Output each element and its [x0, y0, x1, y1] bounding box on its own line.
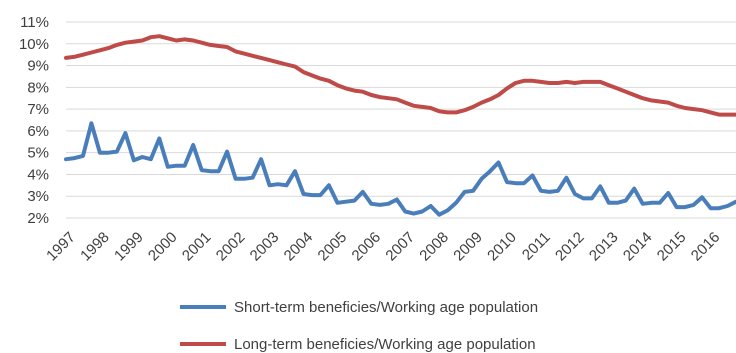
y-tick-label: 8%	[27, 79, 49, 96]
x-tick-label: 1999	[111, 229, 147, 265]
x-tick-label: 2003	[247, 229, 283, 265]
series-line-short-term	[64, 121, 736, 217]
y-tick-label: 11%	[20, 14, 49, 31]
x-tick-label: 2016	[688, 229, 724, 265]
y-tick-label: 3%	[27, 188, 49, 205]
y-tick-label: 9%	[27, 58, 49, 75]
gridlines	[66, 21, 736, 219]
y-tick-label: 10%	[19, 36, 49, 53]
y-tick-label: 5%	[27, 145, 49, 162]
x-axis-ticks: 1997199819992000200120022003200420052006…	[43, 229, 723, 265]
y-axis-ticks: 11% 10% 9% 8% 7% 6% 5% 4% 3% 2%	[19, 14, 49, 227]
x-tick-label: 2004	[281, 229, 317, 265]
x-tick-label: 2010	[484, 229, 520, 265]
x-tick-label: 2008	[416, 229, 452, 265]
x-tick-label: 2000	[145, 229, 181, 265]
x-tick-label: 2013	[586, 229, 622, 265]
series-line-long-term	[64, 34, 736, 117]
x-tick-label: 2012	[552, 229, 588, 265]
legend-label-short-term: Short-term beneficies/Working age popula…	[234, 299, 538, 316]
x-tick-label: 2002	[213, 229, 249, 265]
legend: Short-term beneficies/Working age popula…	[180, 299, 538, 353]
x-tick-label: 1997	[43, 229, 79, 265]
x-tick-label: 2005	[315, 229, 351, 265]
x-tick-label: 2011	[519, 229, 554, 264]
x-tick-label: 2014	[620, 229, 656, 265]
x-tick-label: 2006	[349, 229, 385, 265]
legend-label-long-term: Long-term beneficies/Working age populat…	[234, 336, 536, 353]
y-tick-label: 4%	[27, 166, 49, 183]
x-tick-label: 1998	[77, 229, 113, 265]
x-tick-label: 2015	[654, 229, 690, 265]
y-tick-label: 7%	[27, 101, 49, 118]
x-tick-label: 2007	[382, 229, 418, 265]
series-lines	[64, 34, 736, 217]
x-tick-label: 2009	[450, 229, 486, 265]
y-tick-label: 2%	[27, 210, 49, 227]
x-tick-label: 2001	[179, 229, 215, 265]
y-tick-label: 6%	[27, 123, 49, 140]
